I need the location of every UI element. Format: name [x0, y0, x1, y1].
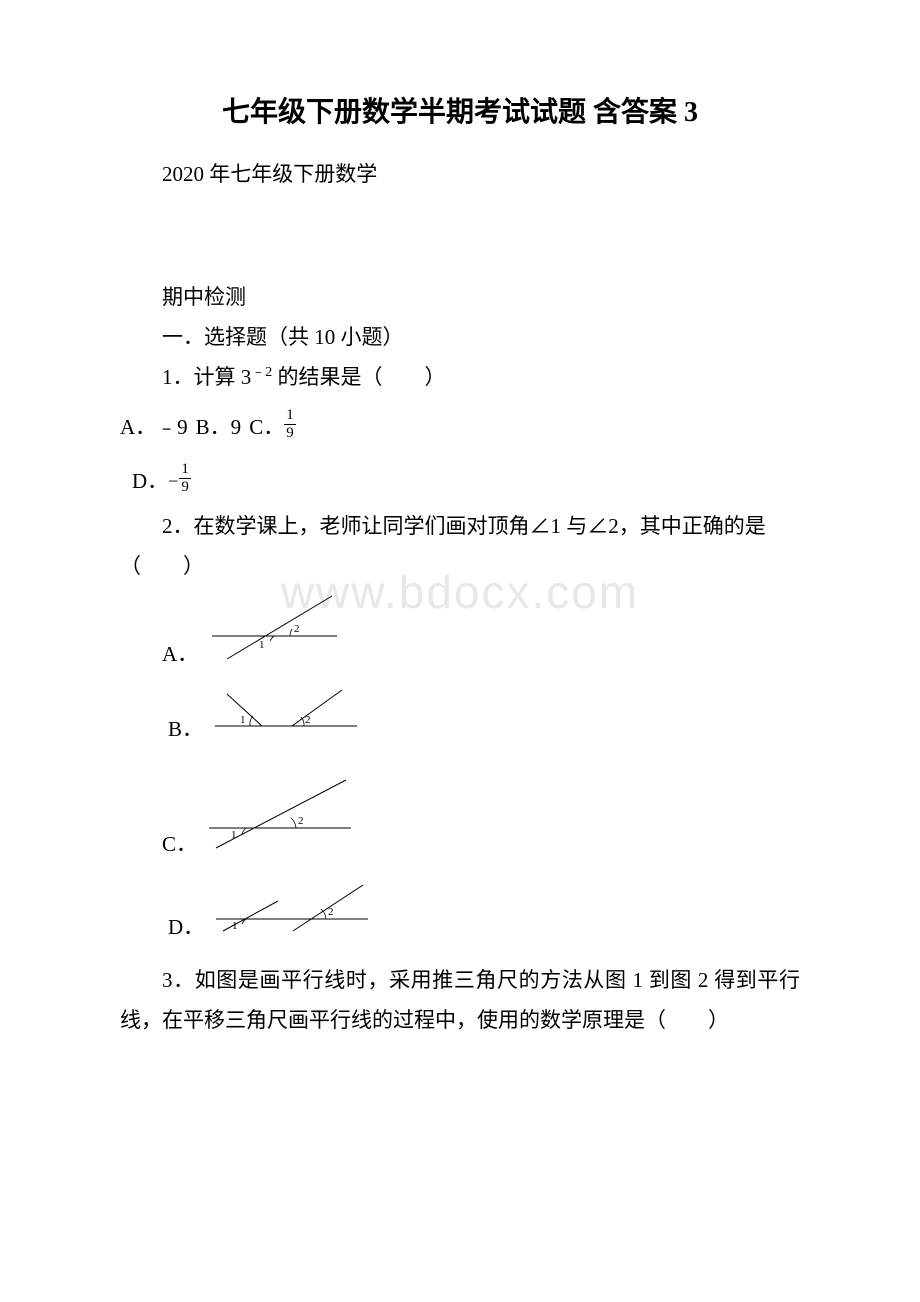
subtitle: 2020 年七年级下册数学: [120, 158, 800, 188]
section-instruction: 一．选择题（共 10 小题）: [120, 318, 800, 358]
q2-diagram-a: 1 2: [202, 591, 352, 679]
q1-optC-den: 9: [284, 425, 296, 441]
section-header: 期中检测: [120, 278, 800, 318]
q1-exponent: ﹣2: [251, 365, 272, 380]
q2-optC-label: C．: [120, 819, 197, 869]
q1-stem: 1．计算 3﹣2 的结果是（ ）: [120, 358, 800, 398]
q2-optD-label: D．: [126, 902, 204, 952]
q2-stem: 2．在数学课上，老师让同学们画对顶角∠1 与∠2，其中正确的是（ ）: [120, 507, 800, 587]
angle-label-2: 2: [305, 714, 311, 726]
q2-option-c: C． 1 2: [120, 776, 800, 869]
q1-optD-num: 1: [179, 462, 191, 479]
q1-optD-den: 9: [179, 479, 191, 495]
angle-label-1: 1: [259, 639, 265, 651]
q1-stem-suffix: 的结果是（ ）: [272, 365, 445, 389]
angle-label-2: 2: [298, 815, 304, 827]
q2-option-d: D． 1 2: [120, 879, 800, 952]
q2-diagram-c: 1 2: [201, 776, 361, 869]
angle-label-1: 1: [231, 829, 237, 841]
q1-optB: B．9: [196, 408, 242, 448]
q1-option-d: D． − 1 9: [132, 462, 800, 502]
q1-optC-fraction: 1 9: [284, 408, 296, 441]
document-content: 七年级下册数学半期考试试题 含答案 3 2020 年七年级下册数学 期中检测 一…: [120, 90, 800, 1041]
minus-sign: −: [168, 464, 178, 498]
q2-diagram-d: 1 2: [208, 879, 378, 952]
angle-label-1: 1: [232, 920, 238, 932]
q2-option-a: A． 1 2: [120, 591, 800, 679]
q2-diagram-b: 1 2: [207, 688, 367, 754]
q1-stem-prefix: 1．计算 3: [162, 365, 251, 389]
page-title: 七年级下册数学半期考试试题 含答案 3: [120, 90, 800, 130]
q1-optD-fraction: − 1 9: [168, 464, 191, 498]
q1-optC-label: C．: [249, 408, 284, 448]
angle-label-1: 1: [240, 714, 246, 726]
q1-optD-label: D．: [132, 462, 168, 502]
angle-label-2: 2: [328, 906, 334, 918]
q1-optC-num: 1: [284, 408, 296, 425]
q1-optA: A．﹣9: [120, 408, 188, 448]
angle-label-2: 2: [294, 623, 300, 635]
q2-optB-label: B．: [126, 704, 203, 754]
q3-stem: 3．如图是画平行线时，采用推三角尺的方法从图 1 到图 2 得到平行线，在平移三…: [120, 961, 800, 1041]
q2-optA-label: A．: [120, 629, 198, 679]
q2-option-b: B． 1 2: [120, 688, 800, 754]
q1-options-abc: A．﹣9 B．9 C． 1 9: [120, 408, 800, 448]
